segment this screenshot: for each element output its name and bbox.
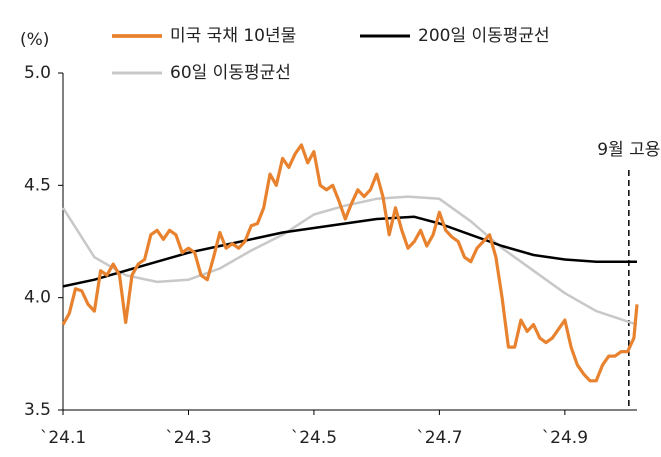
x-tick-label: `24.5: [291, 428, 337, 448]
x-tick-label: `24.9: [542, 428, 588, 448]
y-tick-label: 5.0: [24, 63, 51, 83]
x-tick-label: `24.1: [40, 428, 86, 448]
y-tick-label: 4.5: [24, 175, 51, 195]
series-line: [61, 143, 639, 383]
x-tick-label: `24.3: [165, 428, 211, 448]
series-line: [61, 195, 638, 326]
y-tick-label: 3.5: [24, 400, 51, 420]
x-tick-label: `24.7: [416, 428, 462, 448]
legend-label: 미국 국채 10년물: [170, 26, 296, 46]
y-unit: (%): [20, 30, 49, 50]
series-line: [62, 215, 637, 288]
annotation: 9월 고용: [597, 140, 660, 160]
legend-label: 60일 이동평균선: [170, 63, 291, 83]
legend-label: 200일 이동평균선: [418, 26, 550, 46]
y-tick-label: 4.0: [24, 288, 51, 308]
